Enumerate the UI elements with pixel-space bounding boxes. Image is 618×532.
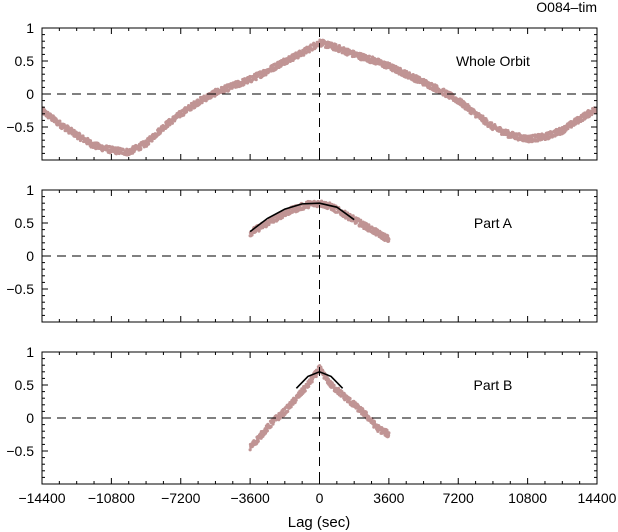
data-point [490,121,494,125]
x-tick-label: −7200 [161,490,201,506]
data-point [321,369,325,373]
data-point [286,409,290,413]
x-axis-title: Lag (sec) [288,514,351,531]
data-point [387,431,391,435]
data-point [246,80,250,84]
data-point [248,448,252,452]
data-point [386,433,391,437]
y-tick-label: 0.5 [15,53,35,69]
data-point [272,420,276,424]
data-point [310,380,314,384]
data-point [303,389,307,393]
data-point [294,398,298,402]
y-tick-label: 0 [26,86,34,102]
plot-area [248,199,391,243]
data-point [372,420,377,424]
point-series [248,364,391,452]
data-point [256,439,260,443]
data-point [350,219,354,223]
data-point [359,218,363,222]
data-point [289,405,293,409]
data-point [337,44,341,48]
data-point [566,127,570,131]
point-series [42,38,597,157]
data-point [121,148,125,152]
data-point [147,142,151,146]
data-point [267,221,271,225]
data-point [88,139,93,143]
y-tick-label: −0.5 [6,281,34,297]
x-tick-label: −14400 [18,490,65,506]
data-point [348,397,352,401]
data-point [189,108,193,112]
data-point [307,50,311,54]
x-tick-label: 14400 [578,490,617,506]
y-tick-label: 1 [26,20,34,36]
data-point [336,386,341,390]
data-point [319,199,324,203]
data-point [286,60,290,64]
data-point [364,411,368,415]
x-tick-label: 3600 [373,490,404,506]
x-tick-label: −10800 [88,490,135,506]
plot-area [42,38,597,157]
y-tick-label: 0.5 [15,377,35,393]
y-tick-label: −0.5 [6,119,34,135]
y-tick-label: 0 [26,410,34,426]
data-point [78,132,82,137]
data-point [150,139,154,143]
panel-1: 1 0.5 0 −0.5 Whole Orbit [6,20,598,161]
data-point [265,429,269,433]
panel-label: Part A [474,215,513,231]
y-tick-label: 0.5 [15,215,35,231]
data-point [58,119,62,123]
data-point [367,415,371,419]
data-point [386,234,390,238]
data-point [280,63,284,67]
y-tick-label: −0.5 [6,443,34,459]
x-tick-label: 10800 [508,490,547,506]
y-tick-label: 0 [26,248,34,264]
data-point [192,100,196,104]
y-tick-label: 1 [26,182,34,198]
data-point [257,228,261,233]
data-point [314,374,318,379]
plot-area [248,364,391,452]
data-point [283,213,288,217]
data-point [535,139,540,143]
data-point [307,384,311,388]
data-point [139,147,143,151]
fit-line [249,202,355,233]
data-point [367,54,371,58]
panels: 1 0.5 0 −0.5 Whole Orbit 1 0.5 0 −0.5 Part A 1 0.5 0… [6,20,616,506]
data-point [254,78,258,82]
data-point [332,383,336,387]
x-tick-label: −3600 [230,490,270,506]
data-point [269,425,273,429]
y-tick-label: 1 [26,344,34,360]
data-point [407,71,411,75]
panel-3: 1 0.5 0 −0.5 −14400 −10800 −7200 −3600 0 3600 7200… [6,344,616,506]
figure-title: O084–tim [536,0,597,15]
data-point [170,121,174,125]
panel-label: Part B [473,377,512,393]
data-point [387,237,391,241]
x-tick-label: 7200 [443,490,474,506]
x-tick-label: 0 [316,490,324,506]
panel-label: Whole Orbit [456,53,530,69]
panel-2: 1 0.5 0 −0.5 Part A [6,182,598,323]
